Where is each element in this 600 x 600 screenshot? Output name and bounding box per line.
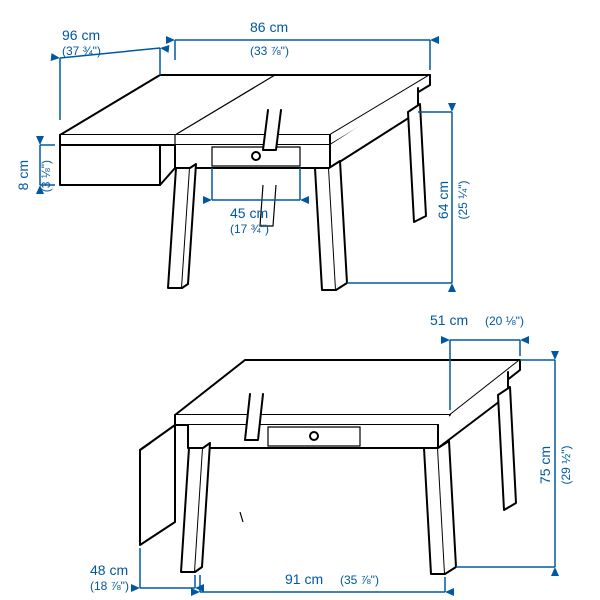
dimension-diagram: 96 cm (37 ¾") 86 cm (33 ⅞") 8 cm (3 ⅛") … xyxy=(0,0,600,600)
dim-bot-depth-in: (20 ⅛") xyxy=(485,314,524,328)
table-top-view: 96 cm (37 ¾") 86 cm (33 ⅞") 8 cm (3 ⅛") … xyxy=(15,19,470,292)
table-bottom-view: 51 cm (20 ⅛") 75 cm (29 ½") 48 cm (18 ⅞"… xyxy=(90,312,573,596)
dim-drawer-w-in: (17 ¾") xyxy=(230,222,269,236)
dim-apron-floor-in: (25 ¼") xyxy=(456,181,470,220)
dim-bot-length-in: (35 ⅞") xyxy=(340,573,379,587)
dim-top-width-ext-cm: 96 cm xyxy=(62,27,100,43)
dim-top-depth-cm: 86 cm xyxy=(250,19,288,35)
dim-total-h-cm: 75 cm xyxy=(537,446,553,484)
dim-total-h-in: (29 ½") xyxy=(559,446,573,485)
dim-bot-depth-cm: 51 cm xyxy=(430,312,468,328)
dim-leaf-drop-cm: 8 cm xyxy=(15,160,31,190)
dim-bot-width-closed-cm: 48 cm xyxy=(90,562,128,578)
dim-leaf-drop-in: (3 ⅛") xyxy=(39,160,53,192)
dim-top-depth-in: (33 ⅞") xyxy=(250,44,289,58)
dim-top-width-ext-in: (37 ¾") xyxy=(62,44,101,58)
dim-bot-width-closed-in: (18 ⅞") xyxy=(90,579,129,593)
dim-apron-floor-cm: 64 cm xyxy=(435,181,451,219)
dim-drawer-w-cm: 45 cm xyxy=(230,205,268,221)
dim-bot-length-cm: 91 cm xyxy=(285,571,323,587)
